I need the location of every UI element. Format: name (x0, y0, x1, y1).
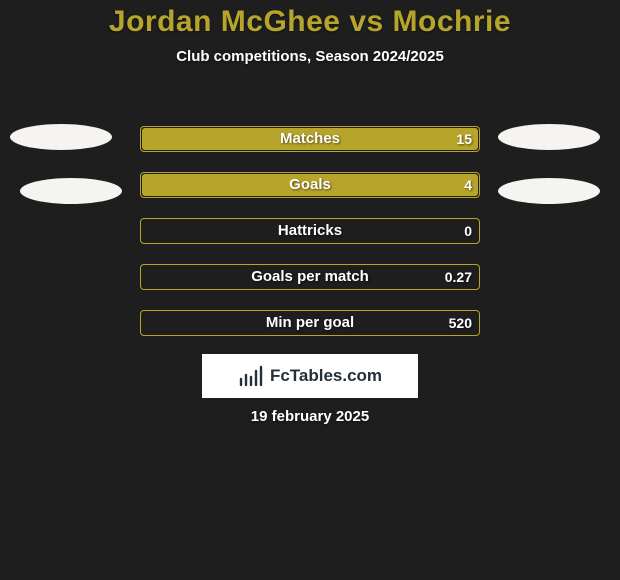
stat-label: Hattricks (140, 218, 480, 244)
page-title: Jordan McGhee vs Mochrie (0, 0, 620, 38)
stat-row: Hattricks0 (0, 210, 620, 256)
stat-value: 520 (449, 310, 472, 336)
stat-row: Goals4 (0, 164, 620, 210)
stat-value: 0 (464, 218, 472, 244)
title-player1: Jordan McGhee (109, 5, 341, 38)
bar-chart-icon (238, 365, 264, 387)
comparison-infographic: Jordan McGhee vs Mochrie Club competitio… (0, 0, 620, 580)
stat-label: Min per goal (140, 310, 480, 336)
stat-value: 0.27 (445, 264, 472, 290)
stat-rows: Matches15Goals4Hattricks0Goals per match… (0, 118, 620, 348)
stat-label: Goals (140, 172, 480, 198)
brand-label: FcTables.com (270, 366, 382, 386)
stat-label: Goals per match (140, 264, 480, 290)
stat-row: Matches15 (0, 118, 620, 164)
date-label: 19 february 2025 (0, 408, 620, 425)
stat-row: Min per goal520 (0, 302, 620, 348)
stat-row: Goals per match0.27 (0, 256, 620, 302)
title-connector: vs (349, 5, 383, 38)
subtitle: Club competitions, Season 2024/2025 (0, 48, 620, 65)
stat-label: Matches (140, 126, 480, 152)
stat-value: 4 (464, 172, 472, 198)
brand-badge: FcTables.com (202, 354, 418, 398)
stat-value: 15 (456, 126, 472, 152)
title-player2: Mochrie (393, 5, 512, 38)
